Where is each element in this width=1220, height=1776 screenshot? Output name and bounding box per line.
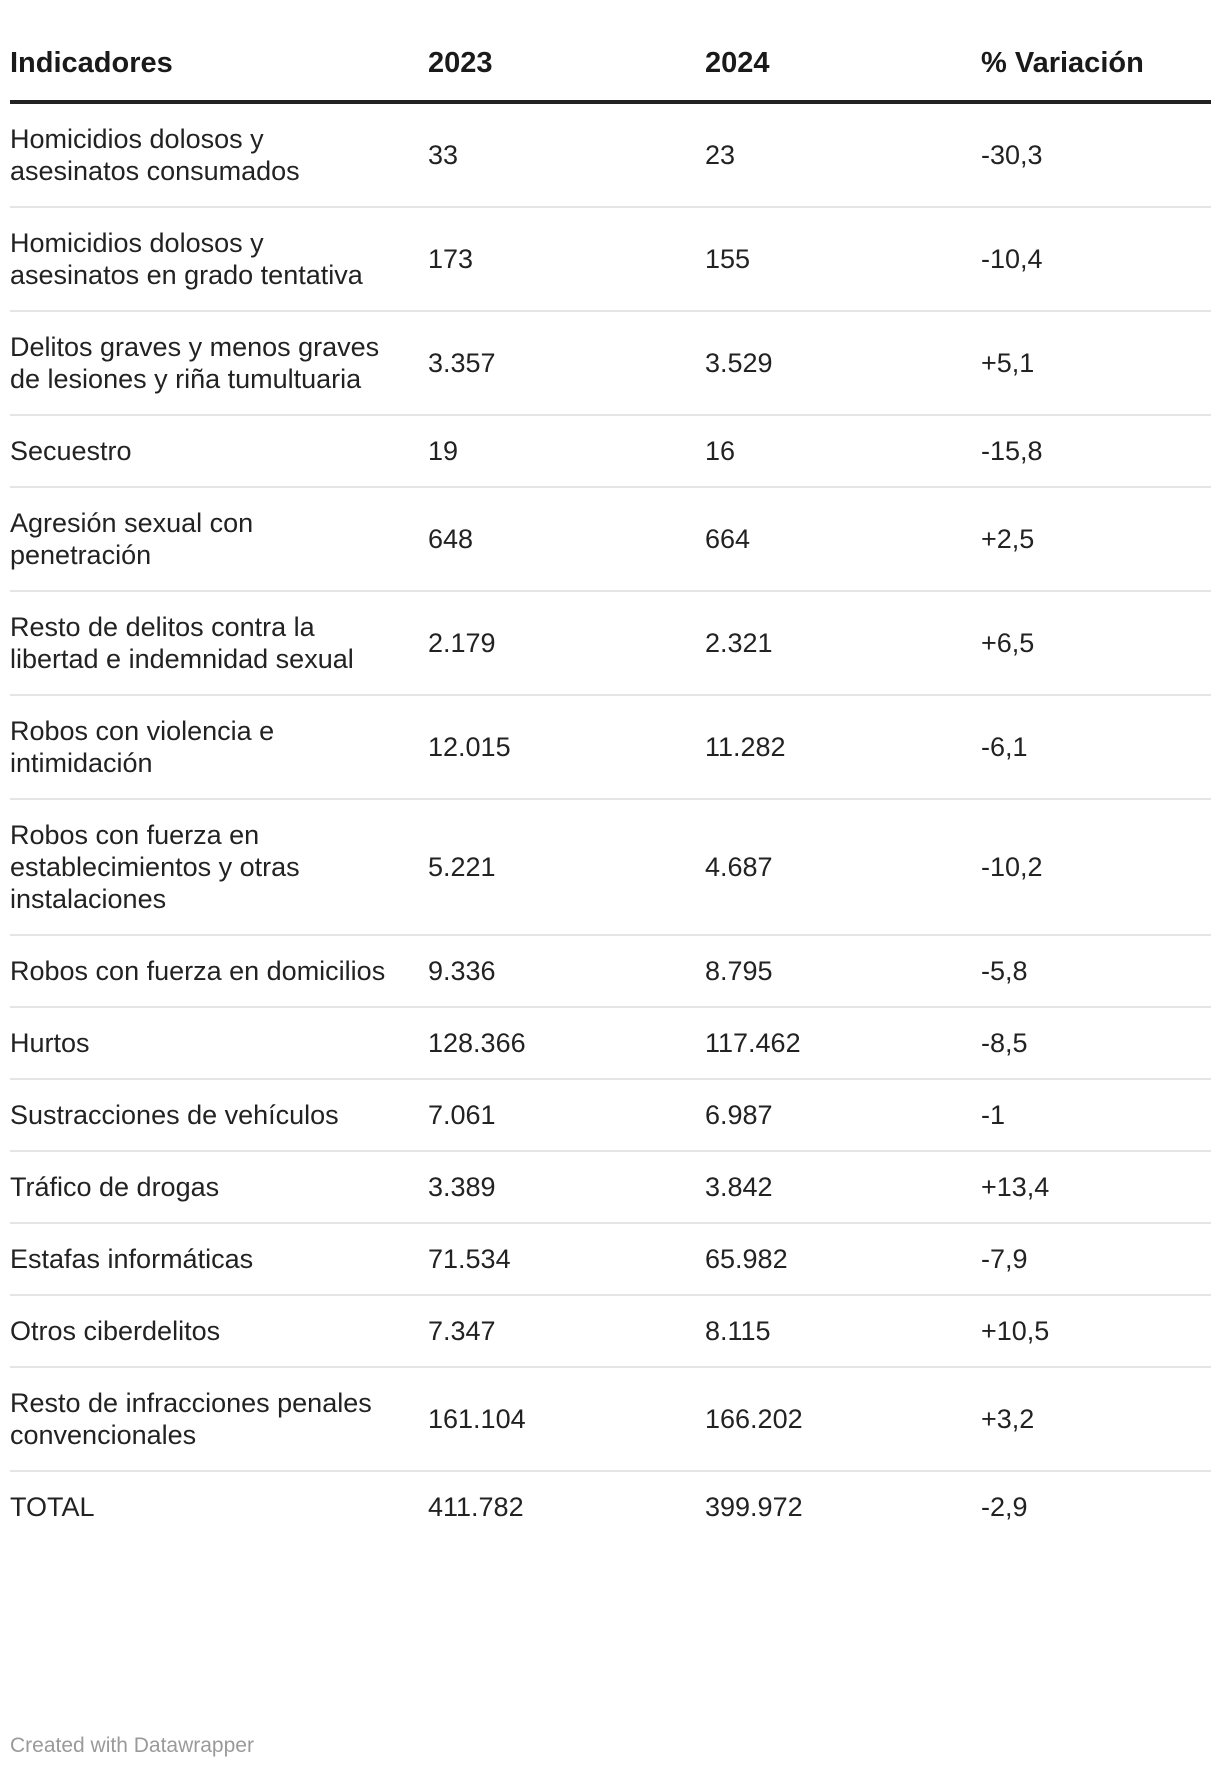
table-header-row: Indicadores 2023 2024 % Variación [10, 36, 1211, 104]
table-row: Tráfico de drogas 3.389 3.842 +13,4 [10, 1151, 1211, 1224]
value-2023-cell: 5.221 [428, 799, 705, 936]
indicator-cell: Secuestro [10, 415, 428, 488]
value-2023-cell: 3.389 [428, 1151, 705, 1224]
variation-cell: +2,5 [981, 487, 1211, 592]
table-row: Homicidios dolosos y asesinatos en grado… [10, 207, 1211, 312]
indicator-cell: Sustracciones de vehículos [10, 1079, 428, 1152]
value-2024-cell: 664 [705, 487, 981, 592]
value-2023-cell: 71.534 [428, 1223, 705, 1296]
variation-cell: -6,1 [981, 695, 1211, 800]
value-2023-cell: 7.061 [428, 1079, 705, 1152]
value-2024-cell: 3.842 [705, 1151, 981, 1224]
variation-cell: -15,8 [981, 415, 1211, 488]
data-table-container: Indicadores 2023 2024 % Variación Homici… [10, 36, 1211, 1542]
table-row: Secuestro 19 16 -15,8 [10, 415, 1211, 488]
column-header-2023[interactable]: 2023 [428, 36, 705, 104]
variation-cell: -7,9 [981, 1223, 1211, 1296]
column-header-indicadores[interactable]: Indicadores [10, 36, 428, 104]
variation-cell: -5,8 [981, 935, 1211, 1008]
column-header-2024[interactable]: 2024 [705, 36, 981, 104]
indicator-cell: Resto de infracciones penales convencion… [10, 1367, 428, 1472]
table-row: Delitos graves y menos graves de lesione… [10, 311, 1211, 416]
table-row: Sustracciones de vehículos 7.061 6.987 -1 [10, 1079, 1211, 1152]
datawrapper-credit[interactable]: Created with Datawrapper [10, 1734, 254, 1757]
value-2024-cell: 2.321 [705, 591, 981, 696]
value-2023-cell: 33 [428, 102, 705, 208]
variation-cell: -30,3 [981, 102, 1211, 208]
indicator-cell: Robos con fuerza en establecimientos y o… [10, 799, 428, 936]
variation-cell: -2,9 [981, 1492, 1028, 1522]
value-2024-cell: 23 [705, 102, 981, 208]
table-row: Resto de infracciones penales convencion… [10, 1367, 1211, 1472]
value-2024-cell: 11.282 [705, 695, 981, 800]
value-2024-cell: 399.972 [705, 1492, 803, 1522]
variation-cell: -1 [981, 1079, 1211, 1152]
value-2023-cell: 3.357 [428, 311, 705, 416]
indicator-cell: Hurtos [10, 1007, 428, 1080]
indicator-cell: Robos con violencia e intimidación [10, 695, 428, 800]
variation-cell: -8,5 [981, 1007, 1211, 1080]
indicator-cell: Resto de delitos contra la libertad e in… [10, 591, 428, 696]
value-2024-cell: 166.202 [705, 1367, 981, 1472]
table-body: Homicidios dolosos y asesinatos consumad… [10, 102, 1211, 1542]
value-2024-cell: 8.115 [705, 1295, 981, 1368]
value-2023-cell: 19 [428, 415, 705, 488]
table-row: Hurtos 128.366 117.462 -8,5 [10, 1007, 1211, 1080]
column-header-variacion[interactable]: % Variación [981, 36, 1211, 104]
crime-statistics-table: Indicadores 2023 2024 % Variación Homici… [10, 36, 1211, 1542]
variation-cell: -10,2 [981, 799, 1211, 936]
indicator-cell: TOTAL [10, 1492, 95, 1522]
table-row: Agresión sexual con penetración 648 664 +2,… [10, 487, 1211, 592]
value-2024-cell: 16 [705, 415, 981, 488]
indicator-cell: Homicidios dolosos y asesinatos en grado… [10, 207, 428, 312]
value-2023-cell: 128.366 [428, 1007, 705, 1080]
table-row: Homicidios dolosos y asesinatos consumad… [10, 102, 1211, 208]
indicator-cell: Tráfico de drogas [10, 1151, 428, 1224]
table-row: Estafas informáticas 71.534 65.982 -7,9 [10, 1223, 1211, 1296]
value-2023-cell: 411.782 [428, 1492, 524, 1522]
variation-cell: +13,4 [981, 1151, 1211, 1224]
value-2024-cell: 4.687 [705, 799, 981, 936]
variation-cell: -10,4 [981, 207, 1211, 312]
table-row: Resto de delitos contra la libertad e in… [10, 591, 1211, 696]
value-2024-cell: 6.987 [705, 1079, 981, 1152]
value-2024-cell: 3.529 [705, 311, 981, 416]
table-row: Robos con fuerza en domicilios 9.336 8.795… [10, 935, 1211, 1008]
value-2023-cell: 161.104 [428, 1367, 705, 1472]
value-2024-cell: 8.795 [705, 935, 981, 1008]
value-2023-cell: 12.015 [428, 695, 705, 800]
value-2023-cell: 173 [428, 207, 705, 312]
value-2024-cell: 65.982 [705, 1223, 981, 1296]
indicator-cell: Homicidios dolosos y asesinatos consumad… [10, 102, 428, 208]
table-row: Otros ciberdelitos 7.347 8.115 +10,5 [10, 1295, 1211, 1368]
variation-cell: +6,5 [981, 591, 1211, 696]
variation-cell: +5,1 [981, 311, 1211, 416]
value-2023-cell: 648 [428, 487, 705, 592]
table-row: Robos con fuerza en establecimientos y o… [10, 799, 1211, 936]
value-2023-cell: 2.179 [428, 591, 705, 696]
indicator-cell: Agresión sexual con penetración [10, 487, 428, 592]
variation-cell: +10,5 [981, 1295, 1211, 1368]
value-2024-cell: 155 [705, 207, 981, 312]
indicator-cell: Delitos graves y menos graves de lesione… [10, 311, 428, 416]
value-2023-cell: 9.336 [428, 935, 705, 1008]
indicator-cell: Otros ciberdelitos [10, 1295, 428, 1368]
value-2023-cell: 7.347 [428, 1295, 705, 1368]
table-row: TOTAL 411.782 399.972 -2,9 [10, 1471, 1211, 1542]
indicator-cell: Estafas informáticas [10, 1223, 428, 1296]
variation-cell: +3,2 [981, 1367, 1211, 1472]
table-row: Robos con violencia e intimidación 12.015… [10, 695, 1211, 800]
value-2024-cell: 117.462 [705, 1007, 981, 1080]
indicator-cell: Robos con fuerza en domicilios [10, 935, 428, 1008]
